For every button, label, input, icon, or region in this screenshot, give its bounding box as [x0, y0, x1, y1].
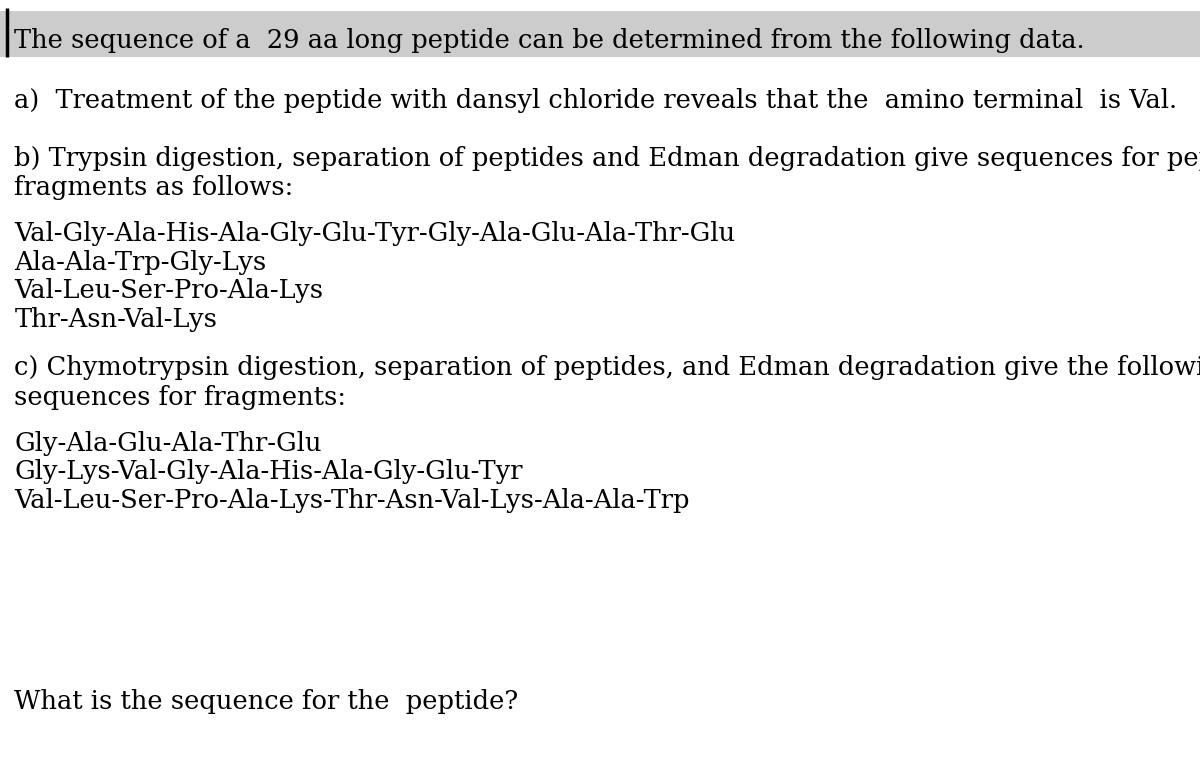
Text: sequences for fragments:: sequences for fragments: — [14, 385, 347, 409]
Text: c) Chymotrypsin digestion, separation of peptides, and Edman degradation give th: c) Chymotrypsin digestion, separation of… — [14, 355, 1200, 380]
FancyBboxPatch shape — [0, 11, 1200, 57]
Text: fragments as follows:: fragments as follows: — [14, 175, 294, 200]
Text: Ala-Ala-Trp-Gly-Lys: Ala-Ala-Trp-Gly-Lys — [14, 250, 266, 274]
Text: Val-Gly-Ala-His-Ala-Gly-Glu-Tyr-Gly-Ala-Glu-Ala-Thr-Glu: Val-Gly-Ala-His-Ala-Gly-Glu-Tyr-Gly-Ala-… — [14, 221, 736, 246]
Text: Val-Leu-Ser-Pro-Ala-Lys: Val-Leu-Ser-Pro-Ala-Lys — [14, 278, 324, 303]
Text: b) Trypsin digestion, separation of peptides and Edman degradation give sequence: b) Trypsin digestion, separation of pept… — [14, 146, 1200, 170]
Text: Thr-Asn-Val-Lys: Thr-Asn-Val-Lys — [14, 307, 217, 332]
Text: Val-Leu-Ser-Pro-Ala-Lys-Thr-Asn-Val-Lys-Ala-Ala-Trp: Val-Leu-Ser-Pro-Ala-Lys-Thr-Asn-Val-Lys-… — [14, 488, 690, 513]
Text: Gly-Ala-Glu-Ala-Thr-Glu: Gly-Ala-Glu-Ala-Thr-Glu — [14, 431, 322, 456]
Text: What is the sequence for the  peptide?: What is the sequence for the peptide? — [14, 689, 518, 714]
Text: a)  Treatment of the peptide with dansyl chloride reveals that the  amino termin: a) Treatment of the peptide with dansyl … — [14, 88, 1177, 113]
Text: Gly-Lys-Val-Gly-Ala-His-Ala-Gly-Glu-Tyr: Gly-Lys-Val-Gly-Ala-His-Ala-Gly-Glu-Tyr — [14, 460, 523, 484]
Text: The sequence of a  29 aa long peptide can be determined from the following data.: The sequence of a 29 aa long peptide can… — [14, 28, 1085, 52]
